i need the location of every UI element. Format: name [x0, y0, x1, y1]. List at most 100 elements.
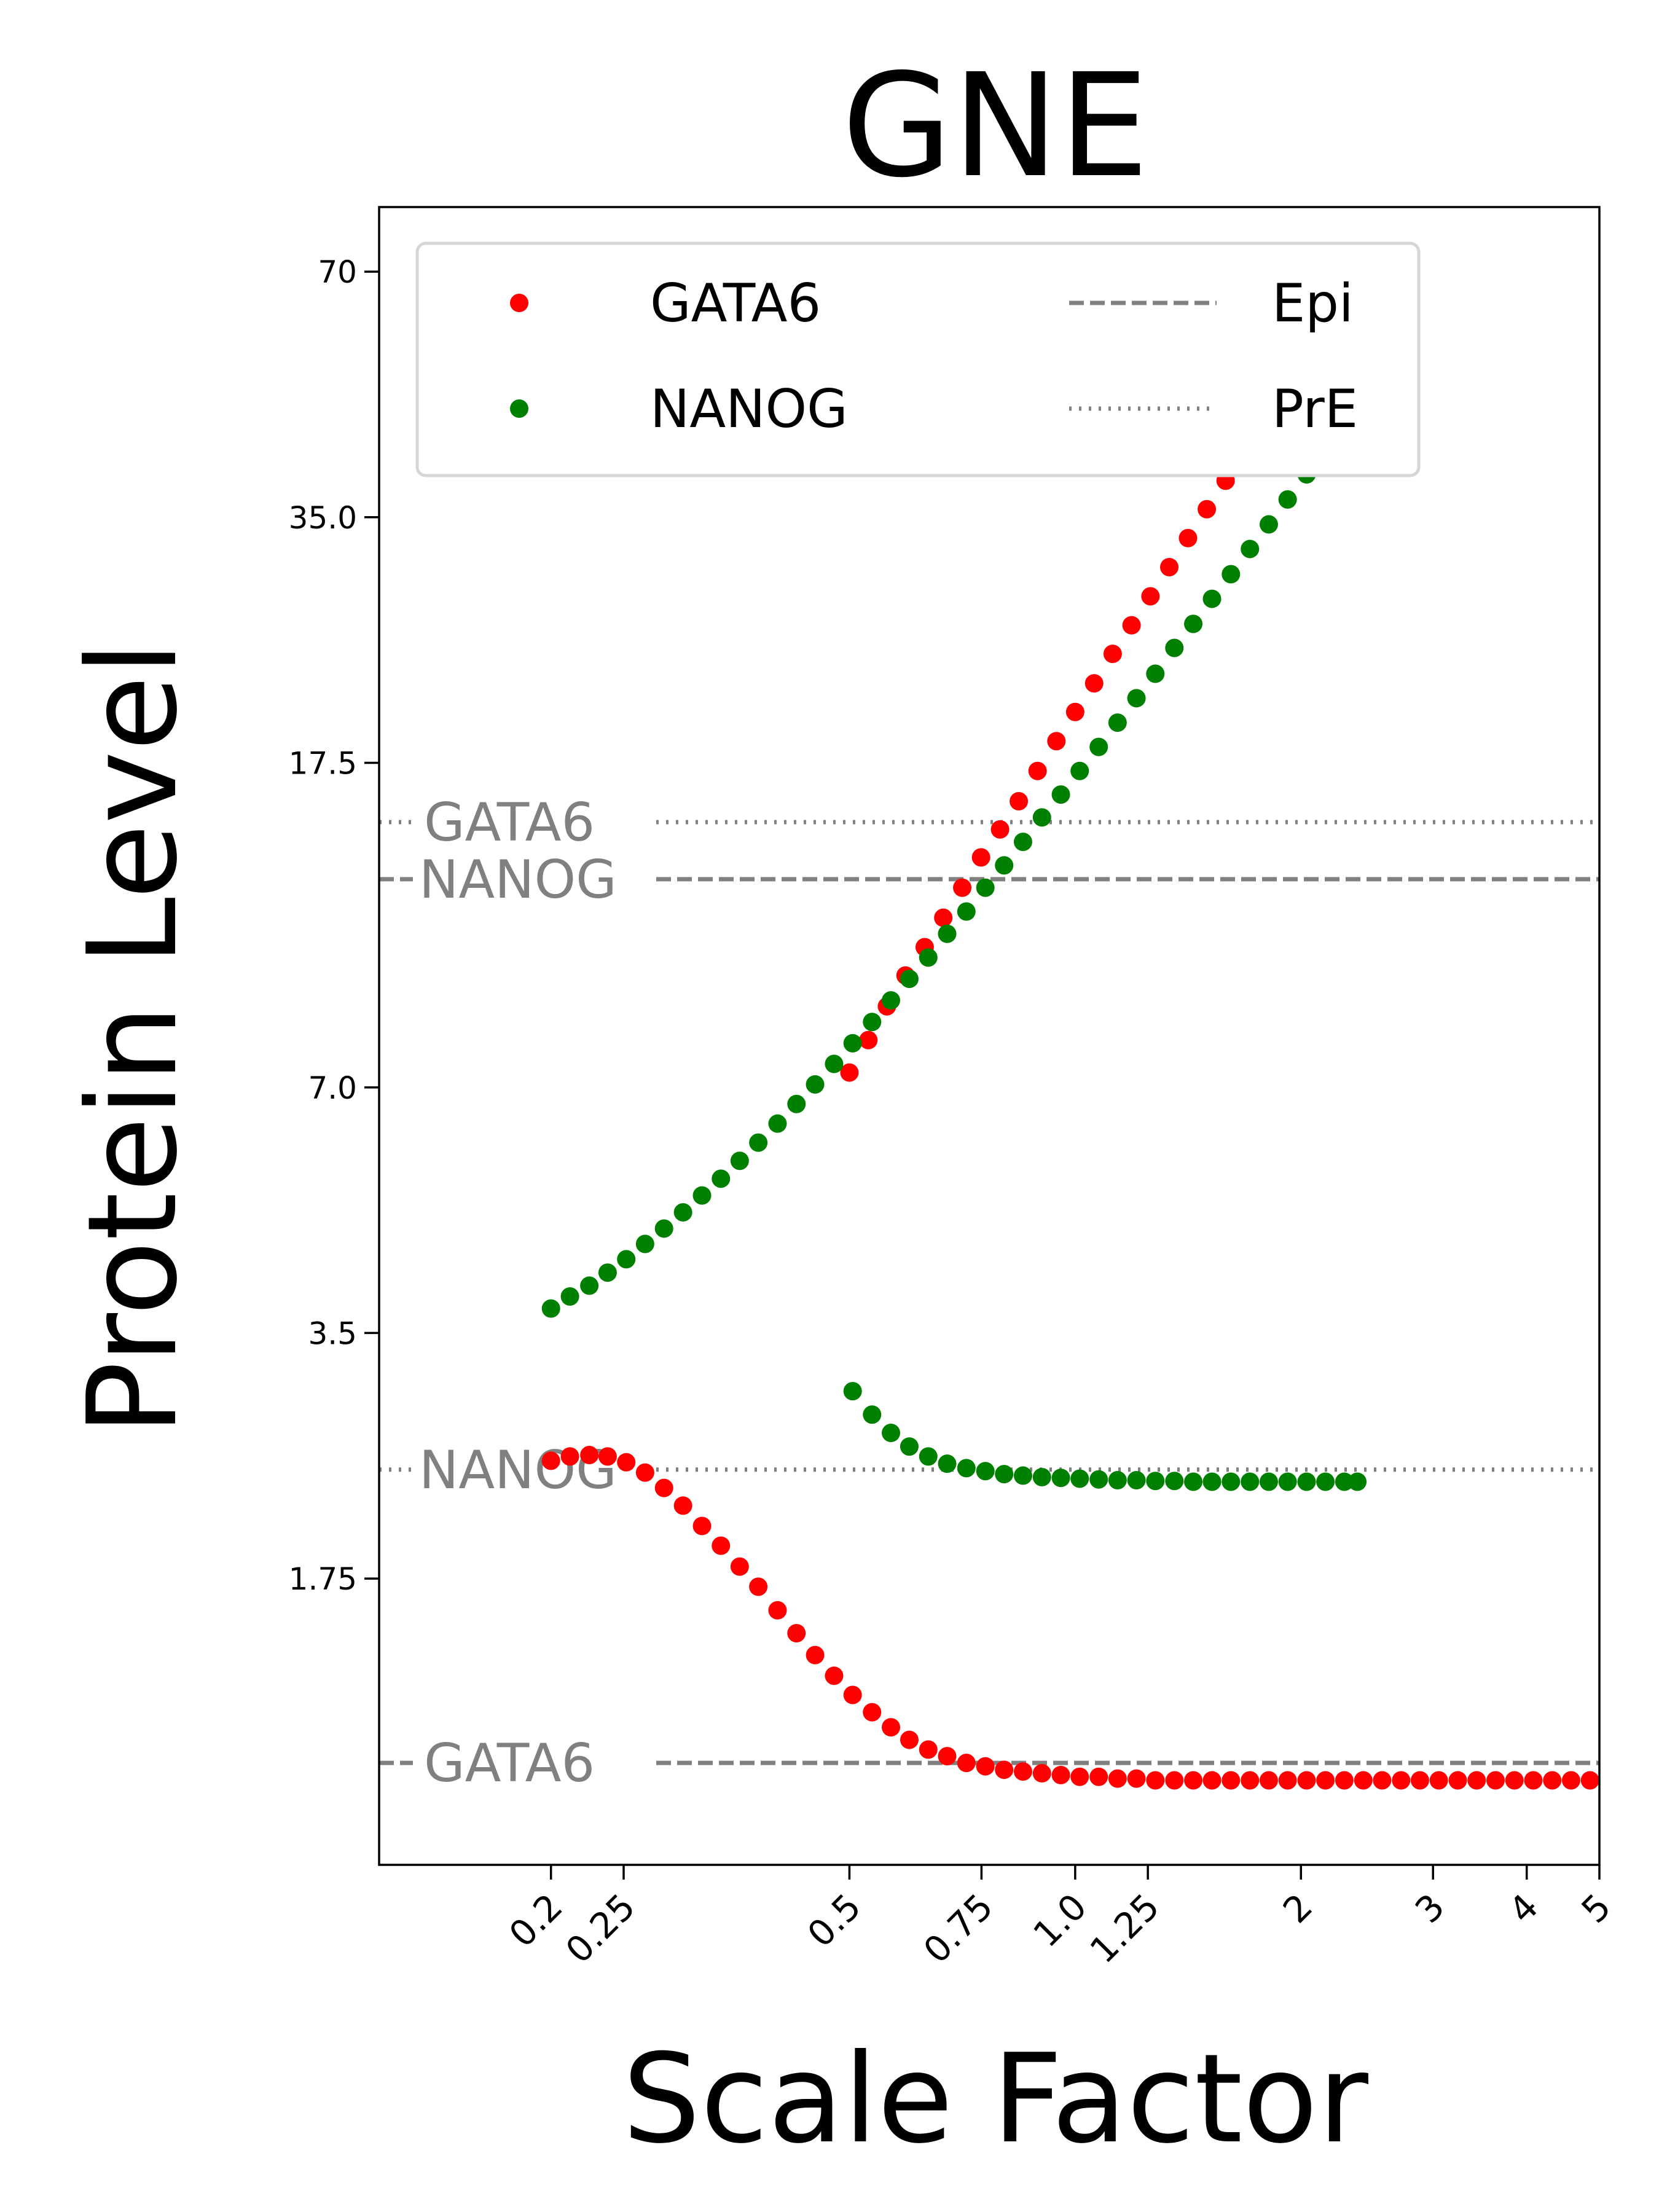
nanog-point-40 [1278, 490, 1297, 509]
nanog-point-62 [1165, 1472, 1184, 1491]
nanog-point-68 [1278, 1472, 1297, 1491]
nanog-point-70 [1316, 1472, 1335, 1491]
gata6-point-55 [1561, 1771, 1580, 1790]
gata6-point-54 [1543, 1771, 1562, 1790]
nanog-point-45 [843, 1382, 862, 1401]
nanog-point-9 [692, 1186, 712, 1205]
nanog-point-56 [1051, 1469, 1070, 1488]
gata6-point-19 [882, 1718, 901, 1737]
gata6-point-10 [712, 1536, 731, 1555]
nanog-point-24 [976, 878, 995, 897]
nanog-point-3 [580, 1276, 599, 1295]
nanog-point-50 [938, 1454, 957, 1473]
gata6-point-29 [1070, 1767, 1089, 1786]
nanog-point-2 [560, 1287, 579, 1306]
gata6-point-58 [859, 1030, 878, 1049]
gata6-point-36 [1202, 1771, 1222, 1790]
gata6-point-66 [1010, 792, 1029, 811]
gata6-point-63 [953, 878, 972, 897]
gata6-point-3 [580, 1446, 599, 1465]
y-axis-ticks: 1.75 3.5 7.0 17.5 35.0 70 [289, 254, 379, 1597]
nanog-point-36 [1202, 589, 1222, 608]
nanog-point-26 [1013, 833, 1032, 852]
reference-label-background-4 [413, 1728, 656, 1790]
gata6-point-65 [990, 820, 1010, 839]
x-tick-label-6: 1.25 [1082, 1886, 1167, 1971]
reference-label-background-1 [413, 788, 656, 850]
gata6-point-42 [1316, 1771, 1335, 1790]
nanog-point-67 [1259, 1472, 1278, 1491]
gata6-point-69 [1065, 702, 1084, 721]
data-points [541, 273, 1599, 1790]
gata6-point-39 [1259, 1771, 1278, 1790]
gata6-point-76 [1198, 500, 1217, 519]
nanog-point-65 [1222, 1472, 1241, 1491]
nanog-point-71 [1335, 1472, 1354, 1491]
gata6-point-23 [957, 1754, 976, 1773]
gata6-point-6 [635, 1463, 654, 1482]
gata6-point-35 [1184, 1771, 1203, 1790]
gata6-point-16 [825, 1666, 844, 1685]
gata6-point-18 [863, 1703, 882, 1722]
gata6-point-48 [1429, 1771, 1448, 1790]
nanog-point-48 [900, 1437, 919, 1456]
gata6-point-62 [934, 908, 953, 927]
nanog-point-66 [1241, 1472, 1260, 1491]
nanog-point-51 [957, 1459, 976, 1478]
nanog-point-33 [1146, 664, 1165, 683]
y-tick-label-4: 17.5 [289, 745, 357, 781]
gata6-point-12 [749, 1577, 768, 1596]
nanog-point-64 [1202, 1472, 1222, 1491]
nanog-point-52 [976, 1462, 995, 1481]
nanog-point-13 [768, 1114, 787, 1133]
gata6-point-15 [806, 1645, 825, 1665]
x-tick-label-8: 3 [1407, 1886, 1453, 1931]
nanog-point-1 [541, 1299, 560, 1318]
gata6-point-52 [1505, 1771, 1524, 1790]
nanog-point-39 [1259, 515, 1278, 534]
nanog-point-7 [654, 1219, 673, 1238]
gata6-point-5 [617, 1453, 636, 1472]
y-axis-label: Protein Level [61, 641, 205, 1436]
nanog-point-21 [919, 948, 938, 967]
legend-label-1: GATA6 [650, 273, 821, 334]
chart-title: GNE [842, 43, 1149, 209]
y-tick-label-6: 70 [318, 254, 357, 290]
gata6-point-50 [1467, 1771, 1486, 1790]
reference-label-1: GATA6 [424, 792, 595, 853]
y-tick-label-1: 1.75 [289, 1561, 357, 1597]
x-tick-label-9: 4 [1500, 1886, 1546, 1931]
gata6-point-38 [1241, 1771, 1260, 1790]
nanog-point-17 [843, 1033, 862, 1053]
nanog-point-16 [825, 1054, 844, 1073]
nanog-point-20 [900, 970, 919, 989]
gata6-point-2 [560, 1447, 579, 1466]
gata6-point-72 [1122, 616, 1141, 635]
nanog-point-28 [1051, 785, 1070, 804]
gata6-point-56 [1580, 1771, 1599, 1790]
nanog-point-5 [617, 1250, 636, 1269]
gata6-point-46 [1392, 1771, 1411, 1790]
gata6-point-34 [1165, 1771, 1184, 1790]
nanog-point-8 [673, 1203, 692, 1222]
plot-frame [378, 206, 1601, 1866]
nanog-point-49 [919, 1447, 938, 1466]
nanog-point-25 [995, 856, 1014, 875]
x-tick-label-10: 5 [1574, 1886, 1619, 1931]
nanog-point-55 [1032, 1468, 1051, 1487]
x-axis-label: Scale Factor [622, 2028, 1369, 2171]
gata6-point-40 [1278, 1771, 1297, 1790]
legend-label-2: NANOG [650, 378, 848, 440]
gata6-point-41 [1297, 1771, 1316, 1790]
nanog-point-54 [1013, 1466, 1032, 1485]
gata6-point-28 [1051, 1765, 1070, 1784]
gata6-point-32 [1127, 1769, 1146, 1788]
gata6-point-17 [843, 1685, 862, 1704]
nanog-point-38 [1241, 539, 1260, 559]
gata6-point-73 [1141, 587, 1160, 606]
reference-label-background-3 [413, 1435, 656, 1497]
gata6-point-33 [1146, 1771, 1165, 1790]
gata6-point-20 [900, 1730, 919, 1749]
gata6-point-30 [1089, 1767, 1108, 1786]
gata6-point-74 [1160, 558, 1179, 577]
